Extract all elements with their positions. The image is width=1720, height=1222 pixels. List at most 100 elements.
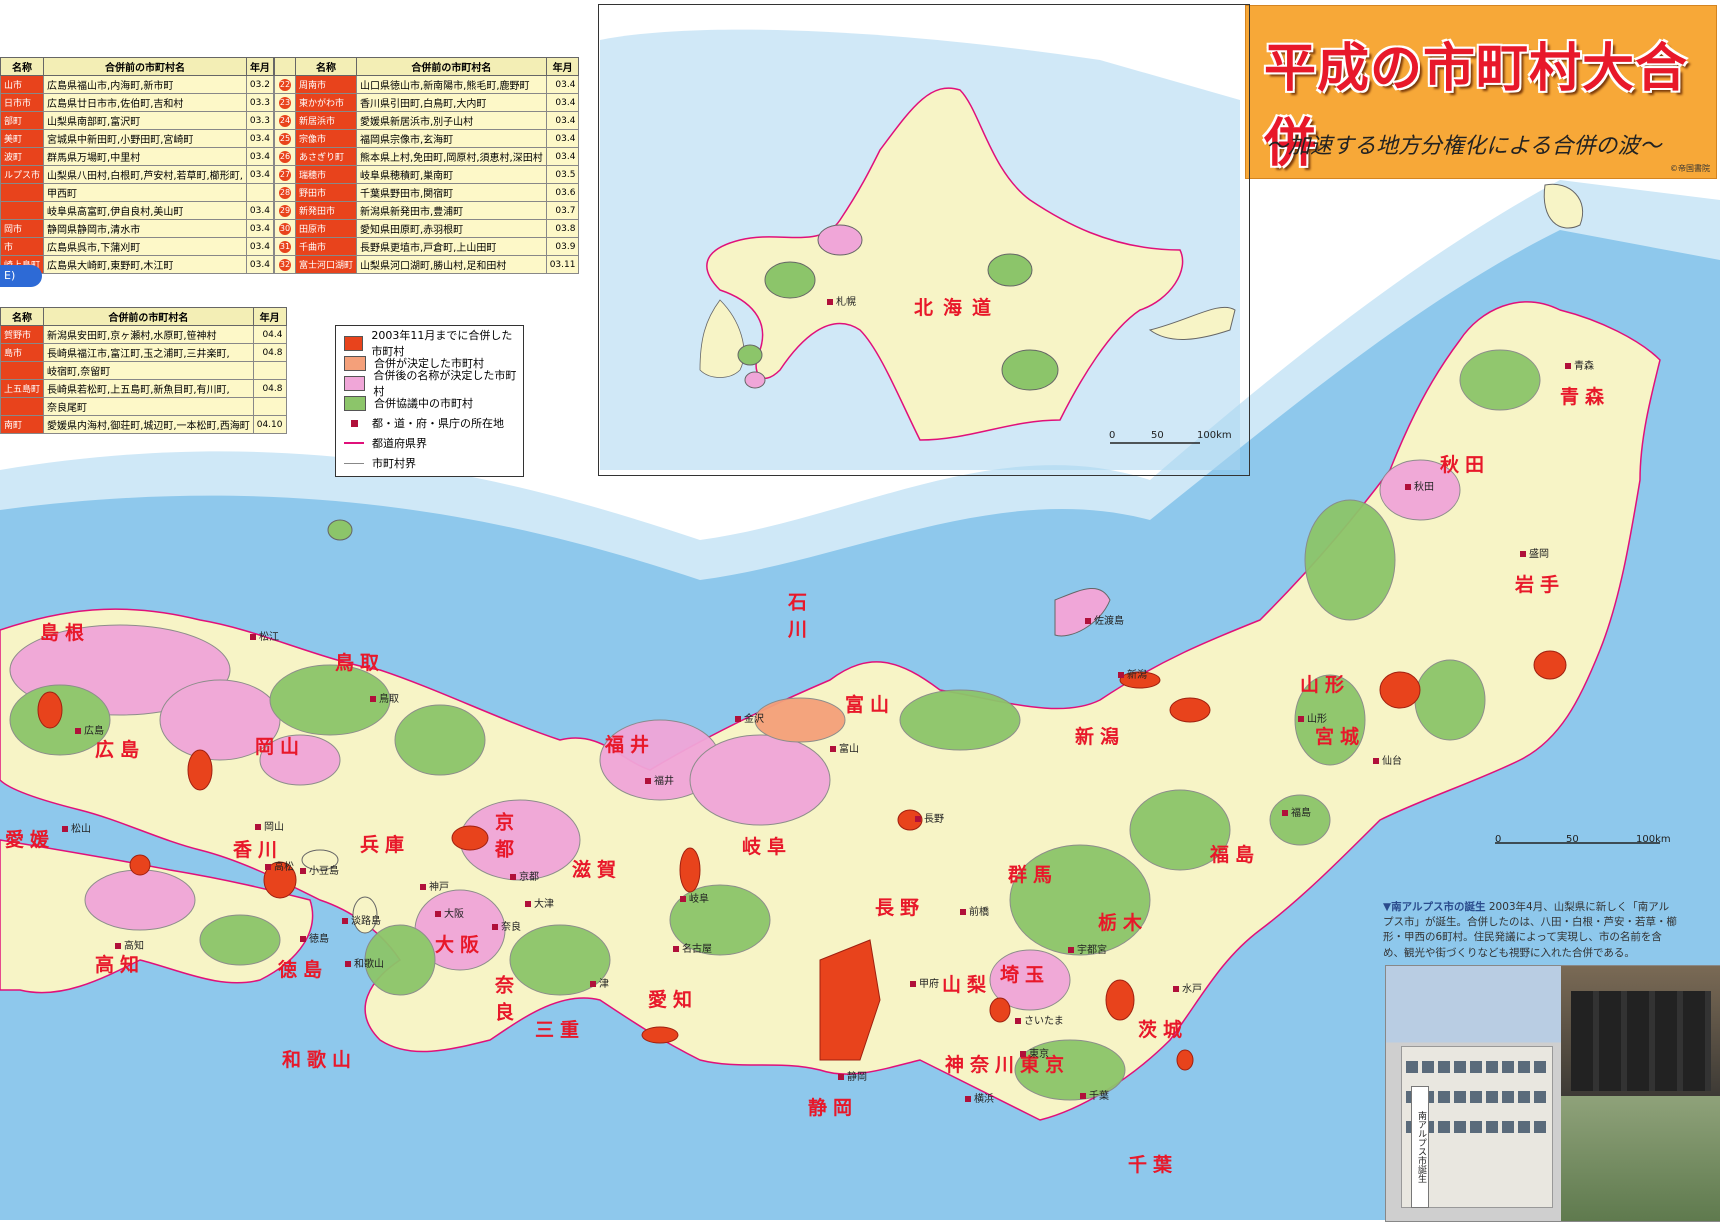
table1-left-header-ym: 年月 bbox=[245, 57, 274, 76]
city-hall-photo: 南アルプス市誕生 bbox=[1385, 965, 1720, 1222]
table-cell-num-badge: 28 bbox=[278, 186, 291, 199]
prefecture-label: 和歌山 bbox=[282, 1049, 358, 1071]
table-row: 岡市 静岡県静岡市,清水市 03.4 bbox=[0, 219, 274, 238]
legend-label: 合併が決定した市町村 bbox=[374, 357, 484, 370]
prefecture-label: 山梨 bbox=[942, 974, 993, 996]
table-cell-name: あさぎり町 bbox=[294, 147, 357, 166]
table-row: 22 周南市 山口県徳山市,新南陽市,熊毛町,鹿野町 03.4 bbox=[273, 75, 580, 94]
prefecture-label: 茨城 bbox=[1138, 1019, 1189, 1041]
city-label: 京都 bbox=[510, 868, 539, 883]
subtitle: 〜加速する地方分権化による合併の波〜 bbox=[1266, 134, 1662, 159]
city-label: 神戸 bbox=[420, 878, 449, 893]
table-row: 31 千曲市 長野県更埴市,戸倉町,上山田町 03.9 bbox=[273, 237, 580, 256]
prefecture-label: 徳島 bbox=[278, 959, 329, 981]
prefecture-label: 奈良 bbox=[492, 975, 514, 1029]
publisher-credit: ©帝国書院 bbox=[1670, 164, 1710, 173]
prefecture-label: 大阪 bbox=[435, 934, 486, 956]
prefecture-label: 京都 bbox=[492, 812, 514, 866]
table-cell-before: 愛媛県内海村,御荘町,城辺町,一本松町,西海町 bbox=[43, 415, 254, 434]
table-cell-num: 32 bbox=[273, 255, 296, 274]
city-label: 高知 bbox=[115, 937, 144, 952]
legend-marker bbox=[344, 419, 364, 427]
hokkaido-inset: 北海道 札幌 0 50 100km bbox=[598, 4, 1250, 476]
table-row: 美町 宮城県中新田町,小野田町,宮崎町 03.4 bbox=[0, 129, 274, 148]
prefecture-label: 山形 bbox=[1300, 674, 1351, 696]
table1-right-header-ym: 年月 bbox=[545, 57, 580, 76]
legend-item: 市町村界 bbox=[344, 454, 416, 472]
table-cell-num-badge: 29 bbox=[278, 204, 291, 217]
title-box: 平成の市町村大合併 〜加速する地方分権化による合併の波〜 ©帝国書院 bbox=[1245, 5, 1717, 179]
legend-item: 合併協議中の市町村 bbox=[344, 394, 473, 412]
table-cell-name: 新居浜市 bbox=[294, 111, 357, 130]
table2-header-ym: 年月 bbox=[252, 307, 287, 326]
legend-label: 市町村界 bbox=[372, 457, 416, 470]
legend-swatch bbox=[344, 355, 366, 371]
legend-label: 合併協議中の市町村 bbox=[374, 397, 473, 410]
table-cell-ym: 03.4 bbox=[245, 255, 274, 274]
city-label: 宇都宮 bbox=[1068, 941, 1107, 956]
city-label: 秋田 bbox=[1405, 478, 1434, 493]
merger-table-2003: 名称 合併前の市町村名 年月 山市 広島県福山市,内海町,新市町 03.2 日市市… bbox=[0, 57, 580, 274]
table-row: 奈良尾町 bbox=[0, 397, 287, 416]
table-row: 甲西町 bbox=[0, 183, 274, 202]
table-row: 25 宗像市 福岡県宗像市,玄海町 03.4 bbox=[273, 129, 580, 148]
table1-right: 名称 合併前の市町村名 年月 22 周南市 山口県徳山市,新南陽市,熊毛町,鹿野… bbox=[273, 57, 580, 274]
legend-label: 都・道・府・県庁の所在地 bbox=[372, 417, 504, 430]
prefecture-label: 高知 bbox=[95, 954, 146, 976]
table-cell-name bbox=[0, 397, 45, 416]
table-cell-ym: 03.3 bbox=[245, 111, 274, 130]
table-cell-name: 部町 bbox=[0, 111, 45, 130]
city-label: 小豆島 bbox=[300, 862, 339, 877]
table-cell-num-badge: 23 bbox=[278, 96, 291, 109]
city-label: 津 bbox=[590, 975, 609, 990]
prefecture-label: 秋田 bbox=[1440, 454, 1491, 476]
photo-sign: 南アルプス市誕生 bbox=[1411, 1086, 1429, 1208]
table-cell-ym: 03.11 bbox=[545, 255, 580, 274]
table-cell-name: 東かがわ市 bbox=[294, 93, 357, 112]
prefecture-label: 愛媛 bbox=[5, 829, 56, 851]
hokkaido-scale-50: 50 bbox=[1151, 430, 1164, 441]
city-label: 淡路島 bbox=[342, 912, 381, 927]
main-scale-50: 50 bbox=[1566, 834, 1579, 845]
table-cell-name: 瑞穂市 bbox=[294, 165, 357, 184]
table-cell-name: 山市 bbox=[0, 75, 45, 94]
prefecture-label: 島根 bbox=[40, 622, 91, 644]
prefecture-label: 岐阜 bbox=[742, 836, 793, 858]
prefecture-label: 新潟 bbox=[1075, 726, 1126, 748]
legend-label: 2003年11月までに合併した市町村 bbox=[371, 329, 513, 358]
prefecture-label: 福島 bbox=[1210, 844, 1261, 866]
table-cell-num-badge: 32 bbox=[278, 258, 291, 271]
city-label: 横浜 bbox=[965, 1090, 994, 1105]
table2-tab[interactable]: E) bbox=[0, 265, 42, 287]
caption-heading: ▼南アルプス市の誕生 bbox=[1383, 901, 1486, 913]
hokkaido-scale-0: 0 bbox=[1109, 430, 1116, 441]
table-cell-name: 野田市 bbox=[294, 183, 357, 202]
table1-left: 名称 合併前の市町村名 年月 山市 広島県福山市,内海町,新市町 03.2 日市市… bbox=[0, 57, 274, 274]
prefecture-label: 神奈川 bbox=[945, 1054, 1021, 1076]
city-label: 青森 bbox=[1565, 357, 1594, 372]
table-cell-num-badge: 31 bbox=[278, 240, 291, 253]
city-label: 松山 bbox=[62, 820, 91, 835]
table1-right-header-before: 合併前の市町村名 bbox=[355, 57, 547, 76]
table-row: 27 瑞穂市 岐阜県穂積町,巣南町 03.5 bbox=[273, 165, 580, 184]
table-cell-name: 日市市 bbox=[0, 93, 45, 112]
merger-table-2004: 名称 合併前の市町村名 年月 賀野市 新潟県安田町,京ヶ瀬村,水原町,笹神村 0… bbox=[0, 307, 287, 434]
city-label: さいたま bbox=[1015, 1012, 1064, 1027]
table-cell-name: 千曲市 bbox=[294, 237, 357, 256]
table-cell-num: 28 bbox=[273, 183, 296, 202]
prefecture-label: 栃木 bbox=[1098, 912, 1149, 934]
table-cell-name: ルプス市 bbox=[0, 165, 45, 184]
prefecture-label: 千葉 bbox=[1128, 1154, 1179, 1176]
table-cell-name bbox=[0, 183, 45, 202]
table-cell-name: 市 bbox=[0, 237, 45, 256]
legend-item: 合併後の名称が決定した市町村 bbox=[344, 369, 523, 398]
table-cell-num-badge: 30 bbox=[278, 222, 291, 235]
city-label: 福島 bbox=[1282, 804, 1311, 819]
table-cell-num-badge: 25 bbox=[278, 132, 291, 145]
legend-swatch bbox=[344, 375, 366, 391]
city-label: 長野 bbox=[915, 810, 944, 825]
table-cell-name: 南町 bbox=[0, 415, 45, 434]
city-sapporo: 札幌 bbox=[827, 293, 856, 308]
table-row: 市 広島県呉市,下蒲刈町 03.4 bbox=[0, 237, 274, 256]
